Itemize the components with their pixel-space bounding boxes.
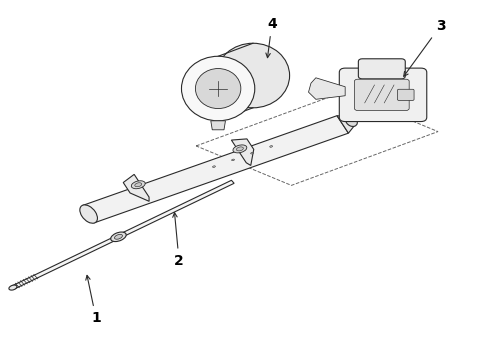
FancyBboxPatch shape bbox=[397, 89, 414, 100]
Polygon shape bbox=[83, 116, 348, 223]
Polygon shape bbox=[231, 139, 254, 166]
FancyBboxPatch shape bbox=[354, 79, 409, 111]
Polygon shape bbox=[123, 174, 149, 201]
Ellipse shape bbox=[135, 183, 142, 187]
Polygon shape bbox=[337, 116, 354, 133]
Polygon shape bbox=[12, 180, 234, 289]
Text: 1: 1 bbox=[86, 275, 101, 325]
Ellipse shape bbox=[9, 285, 17, 290]
Ellipse shape bbox=[236, 147, 244, 151]
Text: 4: 4 bbox=[266, 17, 277, 58]
Ellipse shape bbox=[213, 166, 216, 167]
Ellipse shape bbox=[111, 232, 126, 242]
FancyBboxPatch shape bbox=[339, 68, 427, 122]
Ellipse shape bbox=[346, 116, 357, 126]
Ellipse shape bbox=[80, 205, 98, 223]
Ellipse shape bbox=[251, 152, 253, 154]
Polygon shape bbox=[309, 78, 345, 99]
Ellipse shape bbox=[196, 68, 241, 109]
Ellipse shape bbox=[233, 145, 247, 153]
FancyBboxPatch shape bbox=[358, 59, 405, 79]
Polygon shape bbox=[211, 121, 225, 130]
Ellipse shape bbox=[216, 43, 290, 108]
Text: 3: 3 bbox=[404, 19, 445, 76]
Ellipse shape bbox=[232, 159, 234, 161]
Text: 2: 2 bbox=[173, 213, 184, 268]
Polygon shape bbox=[218, 43, 253, 121]
Ellipse shape bbox=[181, 56, 255, 121]
Ellipse shape bbox=[115, 234, 122, 239]
Ellipse shape bbox=[131, 181, 145, 189]
Ellipse shape bbox=[270, 146, 272, 147]
